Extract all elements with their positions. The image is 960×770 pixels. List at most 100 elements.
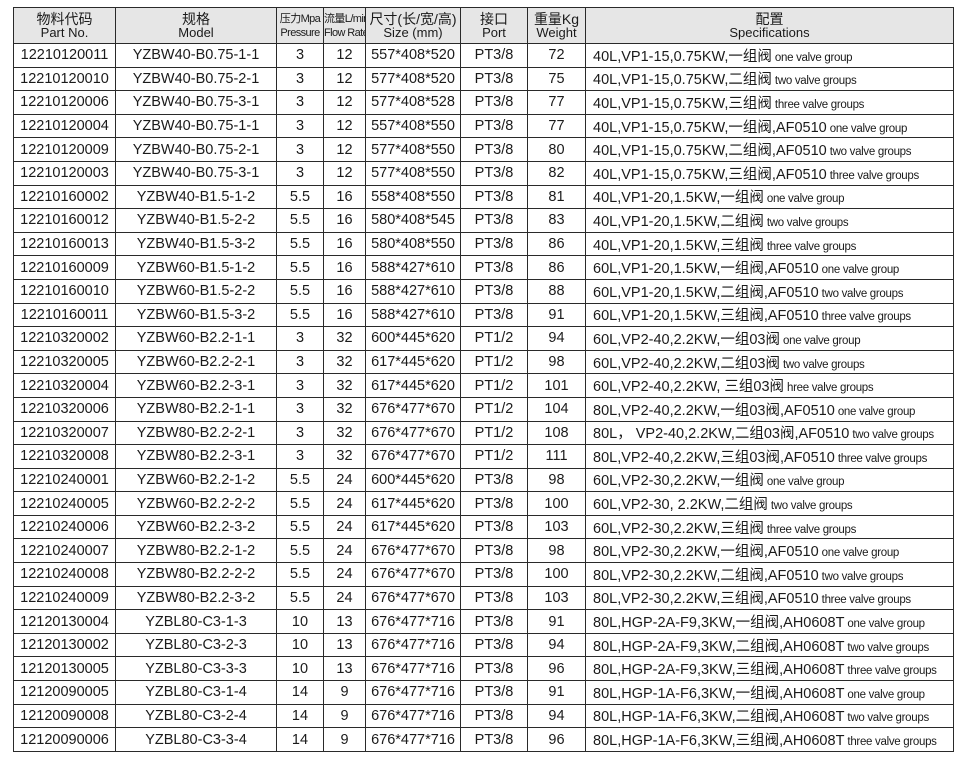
cell-size: 617*445*620 [365, 349, 461, 375]
cell-spec: 60L,VP1-20,1.5KW,一组阀,AF0510 one valve gro… [585, 255, 954, 280]
spec-note: three valve groups [774, 98, 865, 111]
cell-model: YZBW60-B2.2-1-1 [115, 326, 277, 351]
cell-part: 12210320002 [13, 326, 116, 351]
header-part-no: 物料代码 Part No. [13, 7, 116, 44]
spec-note: three valve groups [847, 665, 937, 678]
cell-weight: 94 [527, 632, 586, 658]
cell-flow: 32 [323, 326, 366, 351]
header-row: 物料代码 Part No. 规格 Model 压力Mpa Pressure 流量L/m… [13, 7, 954, 44]
cell-flow: 32 [323, 420, 366, 446]
cell-weight: 82 [527, 160, 586, 186]
cell-size: 676*477*716 [365, 609, 461, 634]
cell-pressure: 10 [276, 632, 324, 658]
table-row: 12210320002 YZBW60-B2.2-1-1 3 32 600*445*620… [13, 326, 954, 351]
table-row: 12210240005 YZBW60-B2.2-2-2 5.5 24 617*445*6… [13, 491, 954, 516]
cell-port: PT3/8 [460, 703, 528, 729]
cell-flow: 9 [323, 703, 366, 729]
spec-note: one valve group [766, 193, 845, 206]
cell-size: 676*477*716 [365, 656, 461, 682]
cell-flow: 13 [323, 609, 366, 634]
cell-flow: 24 [323, 491, 366, 516]
header-en: Specifications [729, 24, 810, 40]
cell-weight: 96 [527, 656, 586, 682]
cell-part: 12210160011 [13, 302, 116, 328]
cell-spec: 40L,VP1-15,0.75KW,三组阀 three valve groups [585, 90, 954, 115]
cell-weight: 98 [527, 538, 586, 564]
table-row: 12210120003 YZBW40-B0.75-3-1 3 12 577*408*55… [13, 160, 954, 186]
cell-pressure: 5.5 [276, 538, 324, 564]
cell-weight: 80 [527, 137, 586, 162]
cell-model: YZBW80-B2.2-1-2 [115, 538, 277, 564]
cell-flow: 24 [323, 467, 366, 493]
cell-pressure: 3 [276, 373, 324, 398]
spec-main: 40L,VP1-15,0.75KW,三组阀,AF0510 [593, 166, 827, 183]
cell-pressure: 3 [276, 90, 324, 115]
cell-pressure: 10 [276, 656, 324, 682]
cell-flow: 24 [323, 585, 366, 611]
spec-main: 80L,HGP-1A-F6,3KW,二组阀,AH0608T [593, 709, 845, 726]
header-size: 尺寸(长/宽/高) Size (mm) [365, 7, 461, 44]
cell-spec: 80L,VP2-40,2.2KW,一组03阀,AF0510 one valve g… [585, 396, 954, 422]
cell-part: 12210120010 [13, 66, 116, 92]
cell-port: PT3/8 [460, 113, 528, 139]
cell-part: 12210160013 [13, 231, 116, 257]
cell-size: 580*408*550 [365, 231, 461, 257]
cell-weight: 86 [527, 231, 586, 257]
cell-port: PT3/8 [460, 491, 528, 516]
cell-weight: 98 [527, 349, 586, 375]
cell-pressure: 10 [276, 609, 324, 634]
spec-note: three valve groups [847, 736, 937, 749]
cell-size: 600*445*620 [365, 326, 461, 351]
table-row: 12210120011 YZBW40-B0.75-1-1 3 12 557*408*52… [13, 43, 954, 68]
spec-main: 80L,HGP-2A-F9,3KW,二组阀,AH0608T [593, 638, 845, 655]
cell-port: PT3/8 [460, 278, 528, 304]
cell-port: PT1/2 [460, 349, 528, 375]
cell-size: 617*445*620 [365, 373, 461, 398]
cell-port: PT3/8 [460, 467, 528, 493]
cell-pressure: 3 [276, 66, 324, 92]
table-row: 12120130005 YZBL80-C3-3-3 10 13 676*477*716 P… [13, 656, 954, 682]
cell-flow: 12 [323, 66, 366, 92]
cell-part: 12210160009 [13, 255, 116, 280]
table-row: 12210160002 YZBW40-B1.5-1-2 5.5 16 558*408*5… [13, 184, 954, 210]
cell-flow: 13 [323, 632, 366, 658]
cell-model: YZBW80-B2.2-3-1 [115, 444, 277, 469]
cell-weight: 91 [527, 680, 586, 705]
table-row: 12210320005 YZBW60-B2.2-2-1 3 32 617*445*620… [13, 349, 954, 375]
cell-part: 12120090005 [13, 680, 116, 705]
cell-part: 12120130002 [13, 632, 116, 658]
table-row: 12210160011 YZBW60-B1.5-3-2 5.5 16 588*427*6… [13, 302, 954, 328]
cell-pressure: 5.5 [276, 278, 324, 304]
table-row: 12120090005 YZBL80-C3-1-4 14 9 676*477*716 PT… [13, 680, 954, 705]
spec-note: three valve groups [766, 240, 857, 253]
table-row: 12120090008 YZBL80-C3-2-4 14 9 676*477*716 PT… [13, 703, 954, 729]
cell-weight: 83 [527, 208, 586, 233]
spec-main: 40L,VP1-15,0.75KW,二组阀,AF0510 [593, 143, 827, 160]
cell-size: 676*477*670 [365, 444, 461, 469]
cell-model: YZBW60-B1.5-3-2 [115, 302, 277, 328]
cell-part: 12210240009 [13, 585, 116, 611]
header-pressure: 压力Mpa Pressure [276, 7, 324, 44]
cell-part: 12210320005 [13, 349, 116, 375]
cell-port: PT1/2 [460, 326, 528, 351]
cell-model: YZBL80-C3-2-4 [115, 703, 277, 729]
table-row: 12210120006 YZBW40-B0.75-3-1 3 12 577*408*52… [13, 90, 954, 115]
cell-model: YZBW60-B2.2-1-2 [115, 467, 277, 493]
cell-port: PT3/8 [460, 184, 528, 210]
cell-flow: 16 [323, 208, 366, 233]
cell-model: YZBL80-C3-3-3 [115, 656, 277, 682]
cell-flow: 12 [323, 160, 366, 186]
cell-part: 12210320008 [13, 444, 116, 469]
cell-pressure: 3 [276, 137, 324, 162]
cell-port: PT1/2 [460, 373, 528, 398]
cell-part: 12120090006 [13, 727, 116, 752]
cell-weight: 100 [527, 491, 586, 516]
cell-spec: 60L,VP2-40,2.2KW,二组03阀 two valve groups [585, 349, 954, 375]
header-cn: 尺寸(长/宽/高) [369, 10, 457, 27]
cell-flow: 13 [323, 656, 366, 682]
cell-pressure: 3 [276, 349, 324, 375]
table-row: 12210240007 YZBW80-B2.2-1-2 5.5 24 676*477*6… [13, 538, 954, 564]
table-row: 12210160009 YZBW60-B1.5-1-2 5.5 16 588*427*6… [13, 255, 954, 280]
cell-size: 617*445*620 [365, 514, 461, 540]
header-cn: 接口 [480, 10, 508, 27]
